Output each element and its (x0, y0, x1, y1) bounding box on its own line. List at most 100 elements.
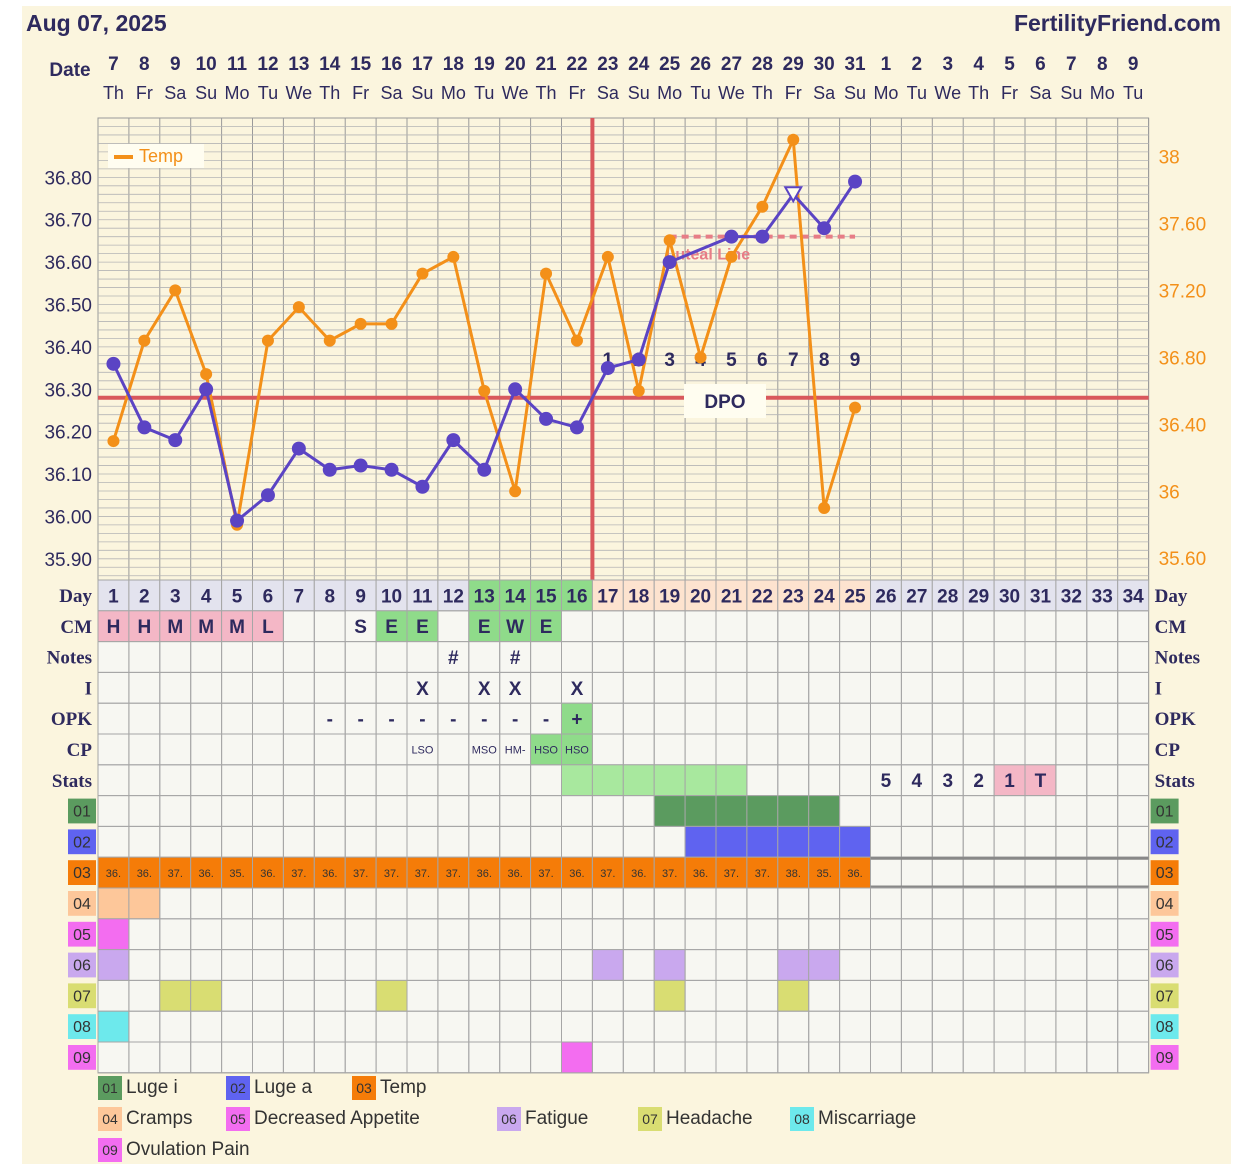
symptom-code-right (1150, 860, 1179, 885)
temp-cell-text: 37. (168, 868, 183, 880)
symptom-code-right-text: 01 (1156, 804, 1174, 821)
table-cell-text: X (571, 679, 584, 700)
date-number: 19 (474, 54, 495, 75)
weekday-label: Mo (873, 83, 898, 103)
data-point (385, 317, 398, 330)
table-cell (931, 579, 964, 612)
temp-cell-text: 36. (106, 868, 121, 880)
table-cell-text: MSO (472, 744, 498, 756)
symptom-cell (97, 1010, 130, 1043)
table-cell (561, 764, 593, 797)
legend-swatch: 09 (98, 1138, 122, 1162)
table-cell (715, 764, 748, 797)
date-number: 13 (288, 54, 309, 75)
y-tick-right: 38 (1159, 148, 1180, 169)
data-point (107, 435, 120, 448)
symptom-code-left-text: 02 (73, 834, 91, 851)
symptom-cell (653, 949, 686, 981)
temp-cell-text: 36. (260, 868, 275, 880)
symptom-code-left-text: 09 (73, 1050, 91, 1067)
data-point (169, 284, 182, 297)
row-label-left: OPK (51, 709, 92, 730)
table-cell-text: 27 (906, 586, 927, 607)
row-label-right: OPK (1155, 709, 1196, 730)
symptom-code-left (68, 798, 96, 824)
table-cell-text: 9 (355, 586, 366, 607)
date-number: 8 (139, 54, 150, 75)
date-number: 3 (942, 54, 953, 75)
table-cell-text: 28 (937, 586, 958, 607)
legend-swatch: 04 (98, 1107, 122, 1131)
weekday-label: Sa (597, 83, 620, 103)
data-point (601, 250, 614, 263)
symptom-cell (406, 856, 439, 889)
legend-item: 09 Ovulation Pain (98, 1138, 250, 1162)
row-label-right: I (1155, 678, 1162, 699)
data-point (756, 200, 769, 213)
symptom-cell (282, 856, 315, 889)
data-point (540, 267, 553, 280)
table-cell (1055, 579, 1088, 612)
table-cell-text: M (167, 617, 183, 638)
table-cell-text: 31 (1030, 586, 1052, 607)
table-cell-text: L (262, 617, 274, 638)
weekday-label: Tu (258, 83, 278, 103)
symptom-code-right (1150, 921, 1179, 947)
dpo-number: 7 (788, 350, 799, 371)
symptom-code-left-text: 06 (73, 958, 91, 975)
dpo-number: 5 (726, 350, 737, 371)
legend-item: 08 Miscarriage (790, 1107, 916, 1131)
weekday-label: Th (103, 83, 124, 103)
row-label-left: CM (60, 617, 92, 638)
row-label-right: Stats (1155, 771, 1195, 792)
table-cell-text: 2 (973, 771, 984, 792)
table-cell-text: + (571, 710, 582, 731)
temp-cell-text: 37. (291, 868, 306, 880)
symptom-cell (190, 856, 223, 889)
symptom-cell (715, 795, 748, 827)
symptom-cell (313, 856, 346, 889)
table-cell (406, 579, 439, 612)
table-cell-text: 13 (474, 586, 495, 607)
symptom-cell (344, 856, 377, 889)
symptom-code-left-text: 01 (73, 804, 91, 821)
table-cell-text: H (137, 617, 151, 638)
date-number: 31 (844, 54, 866, 75)
table-cell-text: 1 (108, 586, 119, 607)
table-cell-text: S (354, 617, 367, 638)
date-number: 29 (783, 54, 804, 75)
weekday-label: Su (195, 83, 217, 103)
date-number: 7 (108, 54, 119, 75)
data-point (631, 352, 646, 367)
data-point (600, 361, 615, 376)
data-point (260, 488, 275, 503)
symptom-code-right-text: 02 (1156, 834, 1174, 851)
y-tick-left: 36.40 (44, 338, 92, 359)
symptom-cell (159, 979, 192, 1012)
table-cell-text: - (481, 710, 487, 731)
table-cell-text: LSO (411, 744, 433, 756)
weekday-label: Fr (568, 83, 585, 103)
table-cell (684, 764, 717, 797)
dpo-number: 8 (819, 350, 830, 371)
table-cell (746, 579, 779, 612)
table-cell-text: 21 (721, 586, 743, 607)
temp-cell-text: 37. (415, 868, 430, 880)
symptom-cell (808, 949, 841, 981)
weekday-label: Th (968, 83, 989, 103)
weekday-label: Th (319, 83, 340, 103)
data-point (848, 174, 863, 189)
legend-label: Temp (380, 1077, 427, 1098)
legend-swatch: 06 (497, 1107, 521, 1131)
legend-item: 02 Luge a (226, 1076, 312, 1100)
table-cell-text: - (388, 710, 394, 731)
table-cell-text: - (357, 710, 363, 731)
table-cell (653, 764, 686, 797)
temp-cell-text: 37. (446, 868, 461, 880)
data-point (477, 462, 492, 477)
symptom-code-left (68, 860, 96, 885)
data-point (138, 334, 151, 347)
weekday-label: Mo (657, 83, 682, 103)
table-cell-text: 5 (881, 771, 892, 792)
symptom-cell (561, 1041, 593, 1074)
